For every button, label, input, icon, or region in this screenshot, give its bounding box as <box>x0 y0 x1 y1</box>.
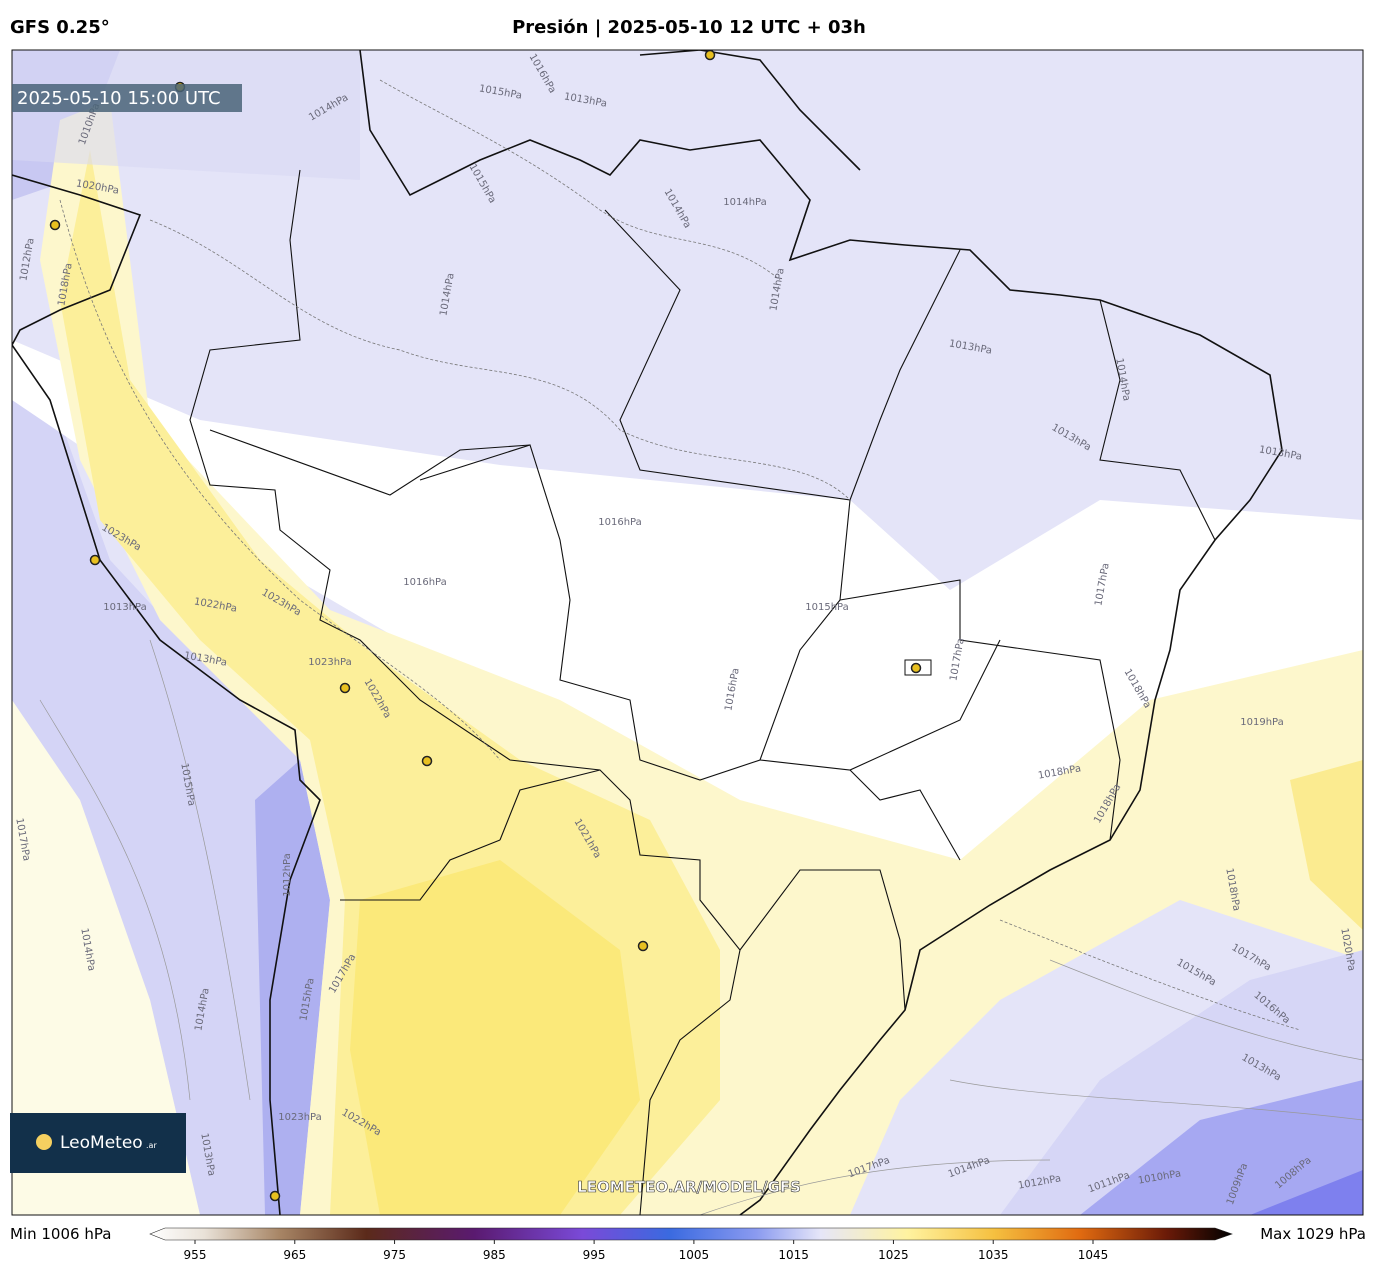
coastline <box>12 50 1283 1215</box>
chart-title: Presión | 2025-05-10 12 UTC + 03h <box>512 17 866 38</box>
pressure-area <box>350 860 640 1215</box>
pressure-area <box>1290 760 1363 930</box>
contour-lines <box>39 639 1363 1215</box>
contour-label: 1013hPa <box>103 602 147 613</box>
colorbar-tick-label: 1015 <box>778 1248 809 1262</box>
colorbar-tick-label: 975 <box>383 1248 406 1262</box>
city <box>910 662 922 674</box>
timestamp: 2025-05-10 15:00 UTC <box>17 88 221 109</box>
colorbar-tick-label: 1005 <box>679 1248 710 1262</box>
city <box>704 50 716 61</box>
city <box>89 554 101 566</box>
map-frame <box>11 49 1364 1216</box>
colorbar-tick-label: 955 <box>184 1248 207 1262</box>
contour-label: 1019hPa <box>1240 717 1284 728</box>
colorbar-tick-label: 1025 <box>878 1248 909 1262</box>
colorbar <box>149 1227 1233 1241</box>
city <box>421 755 433 767</box>
borders <box>189 169 1216 1215</box>
pressure-area <box>12 340 1363 930</box>
pressure-area <box>12 50 360 180</box>
contour-label: 1023hPa <box>278 1112 322 1123</box>
district-border <box>904 659 932 676</box>
colorbar-ticks: 955 965 975 985 995 1005 1015 1025 1035 1045 <box>184 1240 1109 1262</box>
pressure-area <box>1080 1080 1363 1215</box>
logo-suffix: .ar <box>146 1141 157 1150</box>
watermark: LEOMETEO.AR/MODEL/GFS <box>577 1178 801 1196</box>
contour-label: 1023hPa <box>308 657 352 668</box>
max-label: Max 1029 hPa <box>1260 1225 1366 1243</box>
pressure-area <box>255 760 330 1215</box>
colorbar-tick-label: 1045 <box>1078 1248 1109 1262</box>
city <box>269 1190 281 1202</box>
pressure-area <box>12 390 300 1215</box>
timestamp-box <box>12 84 242 112</box>
city <box>339 682 351 694</box>
min-label: Min 1006 hPa <box>10 1225 111 1243</box>
pressure-area <box>12 700 200 1215</box>
colorbar-tick-label: 995 <box>583 1248 606 1262</box>
contour-label: 1012hPa <box>282 853 293 897</box>
city <box>637 940 649 952</box>
logo-name: LeoMeteo <box>60 1133 143 1153</box>
logo-sun <box>36 1134 52 1150</box>
contour-label: 1015hPa <box>805 602 849 613</box>
colorbar-tick-label: 965 <box>283 1248 306 1262</box>
colorbar-tick-label: 1035 <box>978 1248 1009 1262</box>
contour-label: 1016hPa <box>598 517 642 528</box>
contour-lines <box>59 79 1301 1031</box>
contour-label: 1016hPa <box>403 577 447 588</box>
pressure-area <box>1250 1170 1363 1215</box>
contour-label: 1014hPa <box>723 197 767 208</box>
colorbar-tick-label: 985 <box>483 1248 506 1262</box>
model-name: GFS 0.25° <box>10 17 110 38</box>
city <box>49 219 61 231</box>
